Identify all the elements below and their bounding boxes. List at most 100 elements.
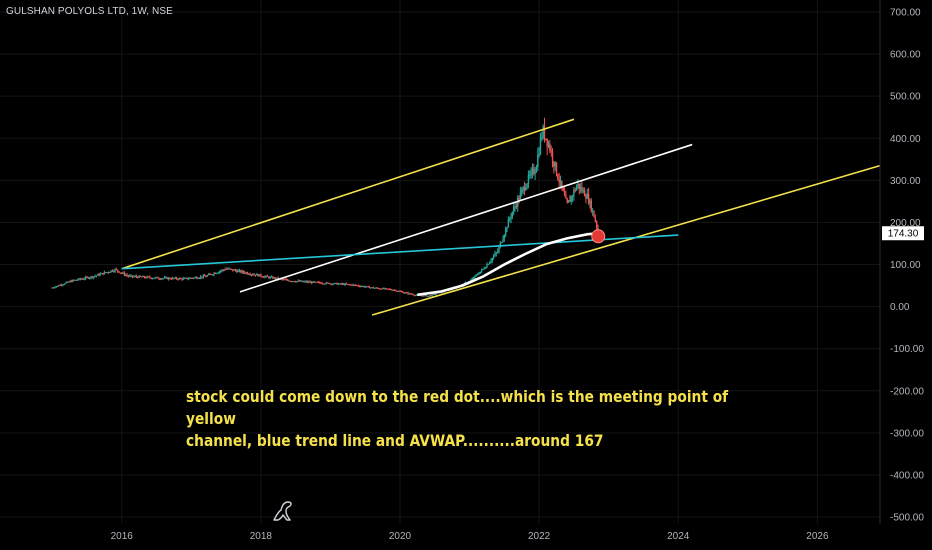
candle-body (233, 269, 235, 271)
candle-body (76, 279, 79, 281)
candle-body (145, 277, 147, 279)
candle-body (393, 290, 396, 292)
candle-body (82, 278, 84, 280)
candle-body (257, 274, 259, 277)
candle-body (225, 268, 227, 270)
candle-body (324, 283, 326, 285)
candle-body (59, 284, 61, 286)
candle-body (472, 277, 475, 279)
candle-body (170, 278, 172, 280)
candle-body (52, 287, 55, 289)
candle-body (551, 150, 554, 162)
candle-body (250, 274, 253, 276)
candle-body (216, 272, 218, 274)
candle-body (325, 282, 328, 284)
candle-body (197, 278, 199, 280)
candle-body (183, 278, 186, 280)
candle-body (62, 284, 64, 286)
candle-body (151, 278, 154, 280)
candle-body (154, 277, 156, 279)
candle-body (274, 277, 277, 279)
candle-body (317, 282, 320, 284)
candle-body (507, 219, 510, 228)
candle-body (80, 278, 83, 280)
tradingview-logo-icon[interactable] (270, 498, 296, 524)
candle-body (541, 137, 543, 139)
candle-body (296, 281, 298, 283)
candle-body (121, 272, 123, 274)
candle-body (60, 284, 63, 286)
annotation-line-1: stock could come down to the red dot....… (186, 387, 729, 428)
candle-body (530, 171, 532, 175)
candle-body (405, 292, 408, 294)
candle-body (593, 210, 595, 218)
candle-body (561, 180, 563, 188)
candle-body (309, 281, 312, 283)
candle-body (335, 283, 337, 285)
candle-body (586, 193, 588, 199)
candle-body (234, 269, 237, 271)
candle-body (298, 280, 301, 282)
candle-body (284, 279, 286, 281)
candle-body (395, 290, 397, 292)
candle-body (380, 288, 382, 290)
y-tick-label: 600.00 (890, 50, 921, 61)
candle-body (301, 280, 304, 282)
candle-body (312, 281, 314, 283)
last-price-badge: 174.30 (882, 226, 924, 241)
candle-body (91, 276, 94, 278)
candle-body (416, 294, 419, 296)
candle-body (87, 277, 89, 279)
candle-body (527, 175, 530, 184)
y-tick-label: 300.00 (890, 176, 921, 187)
candle-body (55, 286, 57, 288)
candle-body (297, 280, 300, 282)
candle-body (522, 187, 524, 190)
candle-body (333, 283, 336, 285)
candle-body (327, 282, 329, 284)
candle-body (583, 190, 586, 197)
candle-body (573, 189, 575, 197)
candle-body (579, 186, 582, 189)
candle-body (72, 280, 75, 282)
candle-body (340, 283, 342, 285)
candle-body (424, 295, 427, 297)
x-axis[interactable]: 2016 2018 2020 2022 2024 2026 (111, 531, 829, 542)
candle-body (217, 272, 219, 274)
candle-body (190, 277, 193, 279)
candle-body (308, 281, 310, 283)
candle-body (214, 273, 217, 275)
candle-body (100, 273, 103, 275)
y-tick-label: 400.00 (890, 134, 921, 145)
candle-body (238, 270, 241, 272)
candle-body (95, 275, 98, 277)
candle-body (202, 275, 205, 278)
candle-body (138, 275, 140, 278)
candle-body (281, 278, 283, 280)
y-axis[interactable]: 700.00 600.00 500.00 400.00 300.00 200.00 100.… (890, 8, 924, 524)
x-tick-label: 2022 (528, 531, 551, 542)
candle-body (344, 283, 346, 285)
candle-body (385, 288, 388, 290)
candle-body (240, 270, 242, 273)
candle-body (92, 276, 95, 278)
trend-line (121, 234, 679, 270)
avwap-path (417, 232, 599, 297)
candle-body (554, 162, 556, 167)
candle-body (595, 221, 598, 228)
y-tick-label: -300.00 (890, 428, 924, 439)
candle-body (84, 277, 87, 279)
candle-body (410, 293, 412, 295)
candle-body (332, 283, 334, 285)
candle-body (323, 283, 325, 285)
candle-body (558, 179, 560, 183)
candle-body (86, 277, 88, 279)
candle-body (305, 281, 308, 283)
x-tick-label: 2016 (111, 531, 134, 542)
candle-body (428, 295, 431, 297)
candle-body (491, 257, 494, 261)
candle-body (383, 288, 385, 290)
candle-body (487, 264, 489, 266)
candle-body (363, 286, 365, 288)
